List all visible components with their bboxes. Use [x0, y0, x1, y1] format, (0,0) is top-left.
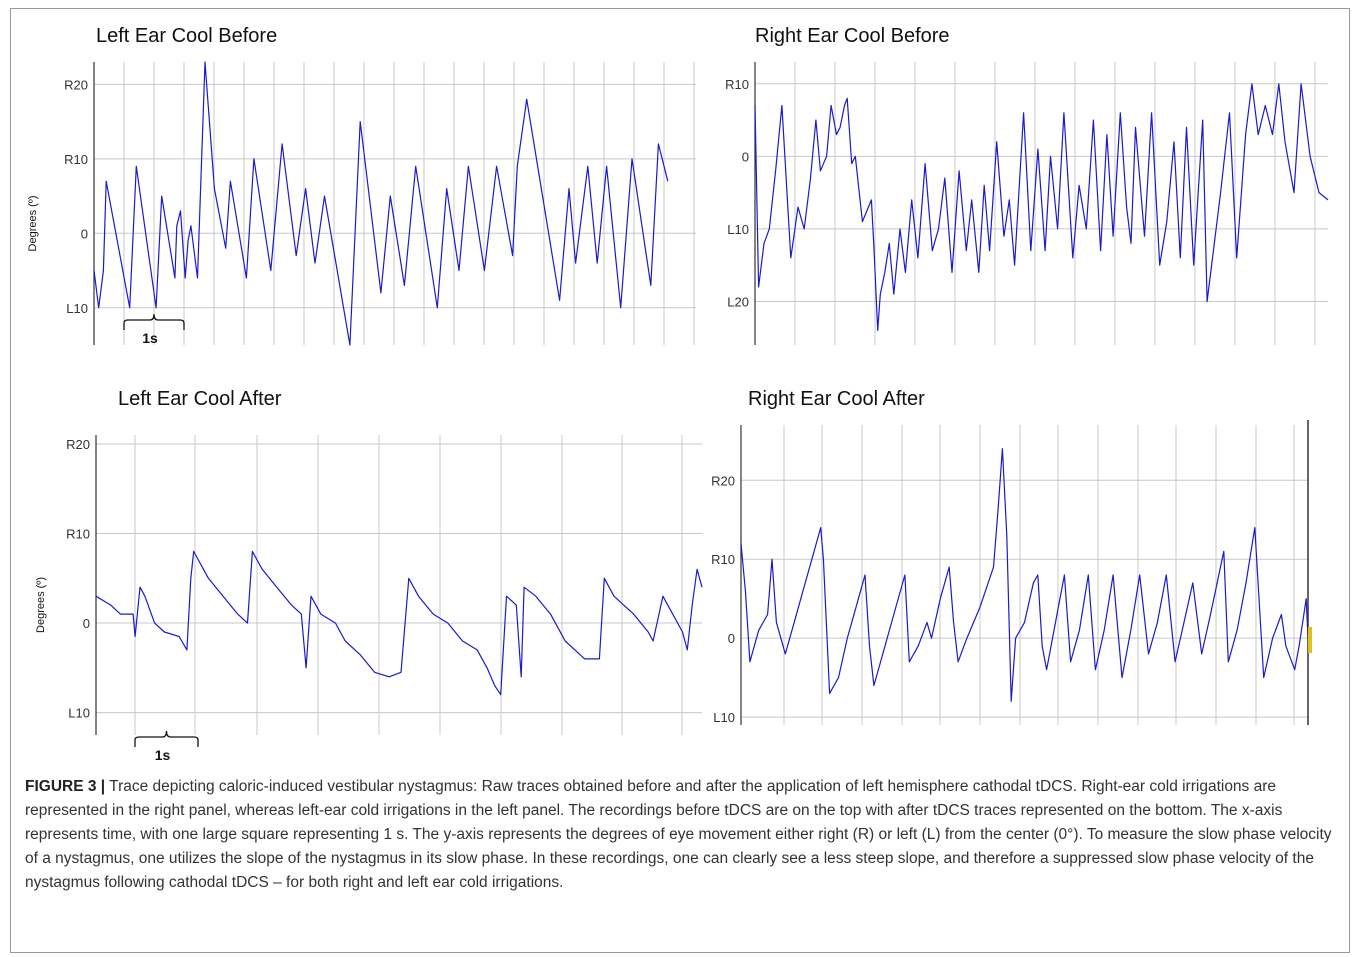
scale-bracket	[123, 313, 185, 330]
end-marker-tab	[1308, 627, 1312, 653]
y-tick-label: R20	[66, 437, 90, 452]
y-tick-label: R10	[64, 152, 88, 167]
figure-caption: FIGURE 3 | Trace depicting caloric-induc…	[25, 775, 1335, 895]
figure-panels: R20 R10 0 L10 Left Ear Cool Before Degrees (º…	[27, 25, 1329, 763]
panel-title: Left Ear Cool After	[118, 388, 282, 410]
y-axis-label: Degrees (º)	[35, 577, 47, 633]
chart-panel-2: R10 0 L10 L20 Right Ear Cool Before	[725, 25, 1329, 345]
panel-title: Right Ear Cool After	[748, 388, 925, 410]
y-tick-label: 0	[728, 631, 735, 646]
panel-title: Left Ear Cool Before	[96, 25, 277, 47]
y-tick-label: L10	[68, 706, 90, 721]
panel-title: Right Ear Cool Before	[755, 25, 950, 47]
figure-frame	[10, 8, 1350, 953]
chart-panel-1: R20 R10 0 L10 Left Ear Cool Before Degrees (º…	[27, 25, 696, 346]
y-tick-label: L10	[66, 301, 88, 316]
y-tick-label: R10	[711, 552, 735, 567]
y-tick-label: 0	[81, 226, 88, 241]
y-tick-label: 0	[742, 149, 749, 164]
nystagmus-trace	[95, 550, 703, 696]
y-tick-label: L20	[727, 294, 749, 309]
y-tick-label: R20	[711, 473, 735, 488]
y-tick-label: R10	[66, 527, 90, 542]
y-tick-label: R10	[725, 77, 749, 92]
y-tick-label: R20	[64, 77, 88, 92]
y-tick-label: L10	[727, 222, 749, 237]
scale-bar-label: 1s	[142, 330, 158, 346]
nystagmus-trace	[754, 83, 1329, 332]
caption-text: Trace depicting caloric-induced vestibul…	[25, 778, 1332, 891]
y-tick-label: L10	[713, 710, 735, 725]
caption-label: FIGURE 3 |	[25, 778, 106, 795]
nystagmus-trace	[93, 61, 669, 346]
chart-panel-4: R20 R10 0 L10 Right Ear Cool After	[711, 388, 1309, 725]
chart-panel-3: R20 R10 0 L10 Left Ear Cool After Degrees (º)…	[35, 388, 703, 763]
scale-bracket	[134, 730, 199, 747]
scale-bar-label: 1s	[155, 747, 171, 763]
y-tick-label: 0	[83, 616, 90, 631]
y-axis-label: Degrees (º)	[27, 196, 39, 252]
nystagmus-trace	[740, 448, 1309, 702]
